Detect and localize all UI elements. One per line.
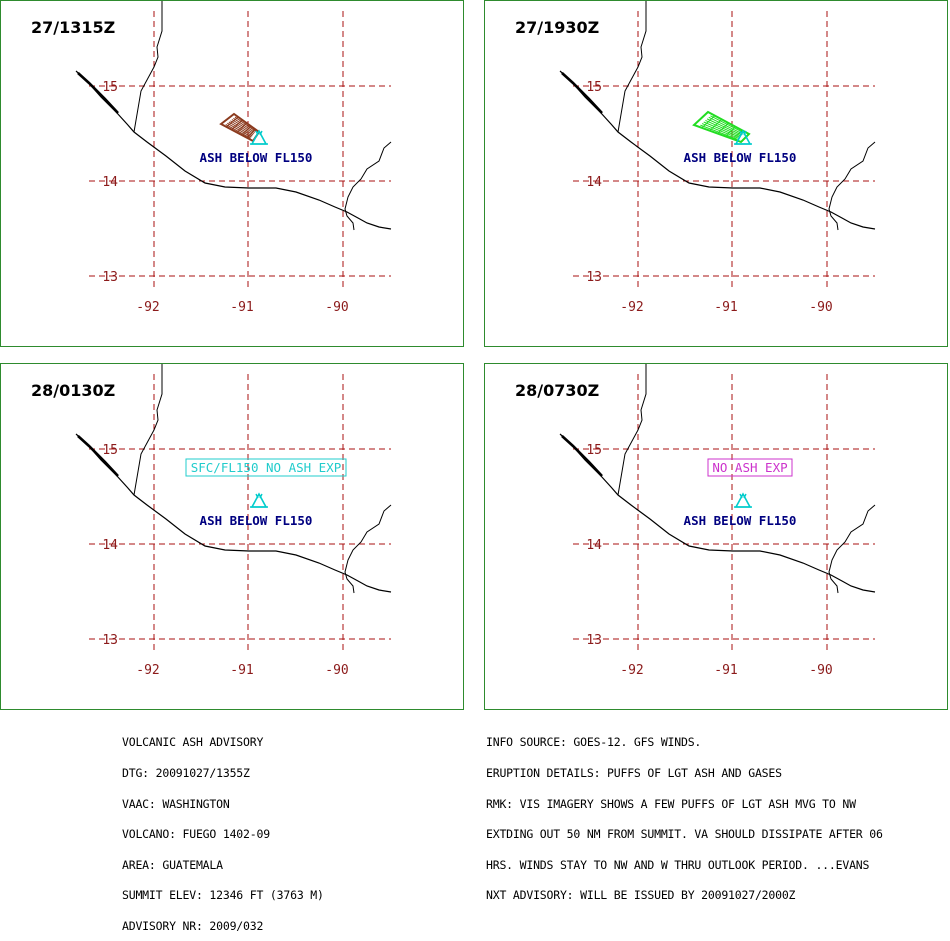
advisory-line: ADVISORY NR: 2009/032 — [122, 918, 264, 933]
coastline-highlight — [561, 435, 603, 477]
coastline — [559, 433, 876, 593]
ash-label: ASH BELOW FL150 — [200, 150, 313, 165]
coastline — [559, 70, 876, 230]
map-svg: 15 14 13 -92 -91 -90 ASH BELOW FL150 NO ASH EXP — [559, 364, 876, 678]
coastline-highlight — [561, 72, 603, 114]
longitude-label: -90 — [809, 663, 832, 678]
forecast-panel-2: 27/1930Z 15 14 13 -92 -91 -90 ASH BELOW FL150 — [484, 0, 948, 347]
advisory-line: VOLCANIC ASH ADVISORY — [122, 735, 264, 750]
longitude-label: -90 — [325, 663, 348, 678]
triangle-volcano-icon — [250, 129, 268, 145]
forecast-panel-1: 27/1315Z 15 14 13 -92 -91 -90 ASH BELOW FL150 — [0, 0, 464, 347]
coastline — [75, 70, 392, 230]
advisory-line: EXTDING OUT 50 NM FROM SUMMIT. VA SHOULD… — [486, 827, 883, 842]
latitude-label: 15 — [586, 443, 602, 458]
country-border — [828, 504, 876, 594]
latitude-label: 13 — [102, 633, 118, 648]
longitude-label: -92 — [136, 663, 159, 678]
latitude-label: 13 — [586, 633, 602, 648]
country-border — [133, 1, 163, 133]
ash-label: ASH BELOW FL150 — [684, 513, 797, 528]
forecast-panel-4: 28/0730Z 15 14 13 -92 -91 -90 ASH BELOW FL150 N… — [484, 363, 948, 710]
latitude-label: 13 — [102, 270, 118, 285]
latitude-label: 14 — [586, 538, 602, 553]
latitude-label: 15 — [102, 443, 118, 458]
longitude-label: -90 — [325, 300, 348, 315]
longitude-label: -91 — [230, 663, 253, 678]
advisory-info-left: VOLCANIC ASH ADVISORY DTG: 20091027/1355… — [122, 717, 324, 941]
triangle-volcano-icon — [734, 492, 752, 508]
map-svg: 15 14 13 -92 -91 -90 ASH BELOW FL150 — [75, 1, 392, 315]
advisory-line: RMK: VIS IMAGERY SHOWS A FEW PUFFS OF LG… — [486, 796, 856, 811]
latitude-label: 15 — [102, 80, 118, 95]
longitude-label: -90 — [809, 300, 832, 315]
advisory-info-right: INFO SOURCE: GOES-12. GFS WINDS. ERUPTIO… — [486, 717, 883, 911]
advisory-line: INFO SOURCE: GOES-12. GFS WINDS. — [486, 735, 702, 750]
panel-time-label: 28/0130Z — [31, 381, 116, 400]
panel-time-label: 27/1930Z — [515, 18, 600, 37]
longitude-label: -91 — [230, 300, 253, 315]
latitude-label: 14 — [102, 175, 118, 190]
longitude-label: -91 — [714, 663, 737, 678]
panel-time-label: 27/1315Z — [31, 18, 116, 37]
advisory-line: ERUPTION DETAILS: PUFFS OF LGT ASH AND G… — [486, 766, 782, 780]
advisory-line: NXT ADVISORY: WILL BE ISSUED BY 20091027… — [486, 888, 796, 903]
country-border — [617, 364, 647, 496]
map-svg: 15 14 13 -92 -91 -90 ASH BELOW FL150 SFC/FL150 … — [75, 364, 392, 678]
no-ash-label: NO ASH EXP — [712, 460, 787, 475]
country-border — [617, 1, 647, 133]
map-svg: 15 14 13 -92 -91 -90 ASH BELOW FL150 — [559, 1, 876, 315]
ash-cloud-polygon — [692, 110, 751, 144]
country-border — [344, 504, 392, 594]
longitude-label: -92 — [136, 300, 159, 315]
triangle-volcano-icon — [734, 129, 752, 145]
advisory-line: AREA: GUATEMALA — [122, 857, 223, 872]
longitude-label: -91 — [714, 300, 737, 315]
latitude-label: 15 — [586, 80, 602, 95]
no-ash-label: SFC/FL150 NO ASH EXP — [191, 460, 342, 475]
latitude-label: 13 — [586, 270, 602, 285]
latitude-label: 14 — [102, 538, 118, 553]
advisory-line: VOLCANO: FUEGO 1402-09 — [122, 827, 270, 842]
ash-label: ASH BELOW FL150 — [200, 513, 313, 528]
triangle-volcano-icon — [250, 492, 268, 508]
longitude-label: -92 — [620, 663, 643, 678]
coastline — [75, 433, 392, 593]
longitude-label: -92 — [620, 300, 643, 315]
country-border — [828, 141, 876, 231]
advisory-line: SUMMIT ELEV: 12346 FT (3763 M) — [122, 888, 324, 903]
panel-time-label: 28/0730Z — [515, 381, 600, 400]
no-ash-box — [185, 458, 347, 477]
ash-label: ASH BELOW FL150 — [684, 150, 797, 165]
country-border — [344, 141, 392, 231]
coastline-highlight — [77, 435, 119, 477]
forecast-panel-3: 28/0130Z 15 14 13 -92 -91 -90 ASH BELOW FL150 S… — [0, 363, 464, 710]
coastline-highlight — [77, 72, 119, 114]
country-border — [133, 364, 163, 496]
ash-cloud-polygon — [219, 112, 261, 143]
advisory-line: DTG: 20091027/1355Z — [122, 766, 250, 780]
advisory-line: HRS. WINDS STAY TO NW AND W THRU OUTLOOK… — [486, 857, 870, 872]
advisory-line: VAAC: WASHINGTON — [122, 796, 230, 811]
no-ash-box — [707, 458, 793, 477]
latitude-label: 14 — [586, 175, 602, 190]
